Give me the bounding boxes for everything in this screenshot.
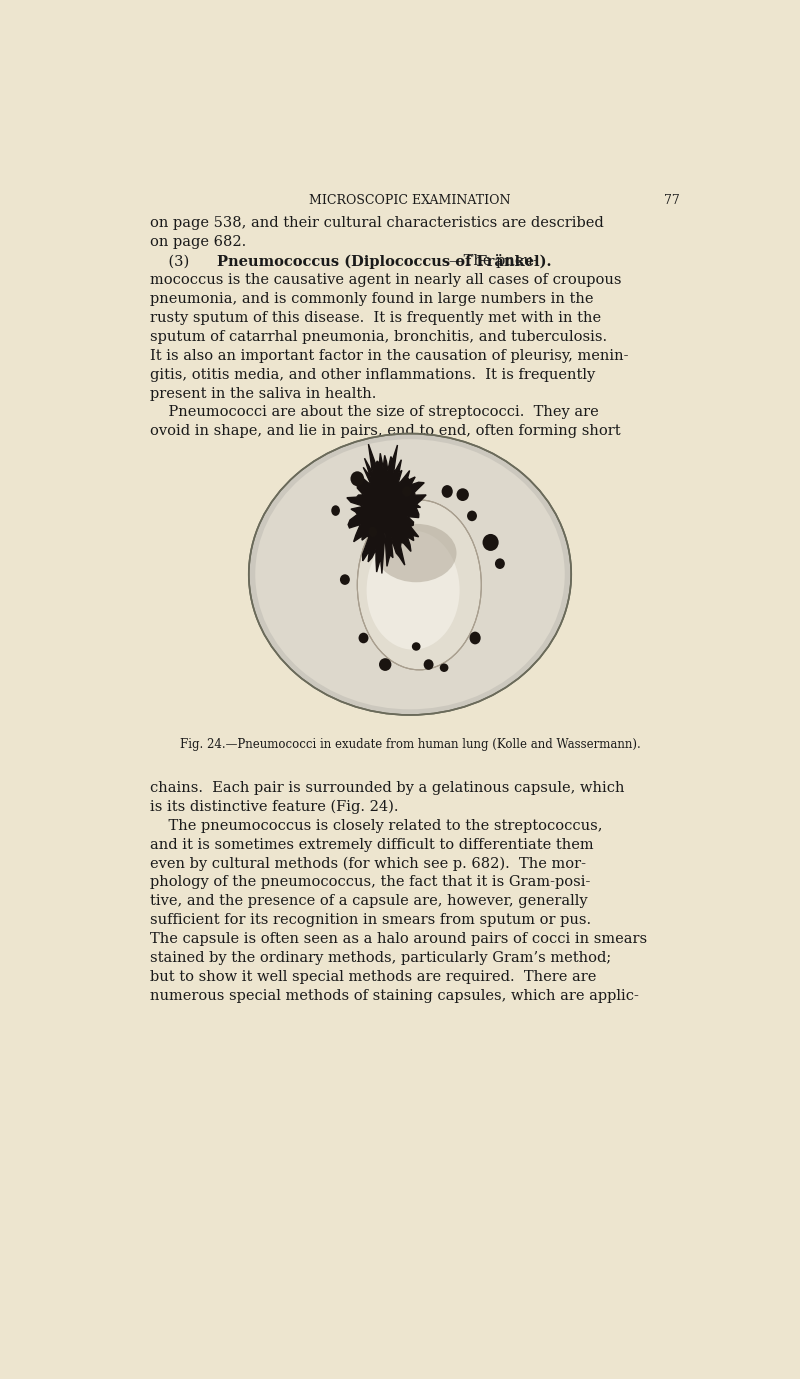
Text: sputum of catarrhal pneumonia, bronchitis, and tuberculosis.: sputum of catarrhal pneumonia, bronchiti… [150, 330, 606, 343]
Ellipse shape [424, 659, 434, 670]
Text: 77: 77 [664, 194, 680, 207]
Text: tive, and the presence of a capsule are, however, generally: tive, and the presence of a capsule are,… [150, 894, 587, 909]
Text: on page 682.: on page 682. [150, 236, 246, 250]
Text: The capsule is often seen as a halo around pairs of cocci in smears: The capsule is often seen as a halo arou… [150, 932, 646, 946]
Ellipse shape [470, 632, 481, 644]
Ellipse shape [440, 663, 449, 672]
Text: and it is sometimes extremely difficult to differentiate them: and it is sometimes extremely difficult … [150, 837, 594, 851]
Ellipse shape [331, 505, 340, 516]
Text: It is also an important factor in the causation of pleurisy, menin-: It is also an important factor in the ca… [150, 349, 628, 363]
Ellipse shape [467, 510, 477, 521]
Ellipse shape [402, 487, 412, 496]
Polygon shape [347, 444, 426, 574]
Ellipse shape [482, 534, 498, 552]
Text: —The pneu-: —The pneu- [449, 254, 538, 269]
Text: The pneumococcus is closely related to the streptococcus,: The pneumococcus is closely related to t… [150, 819, 602, 833]
Text: phology of the pneumococcus, the fact that it is Gram-posi-: phology of the pneumococcus, the fact th… [150, 876, 590, 889]
Text: (3): (3) [150, 254, 198, 269]
Text: pneumonia, and is commonly found in large numbers in the: pneumonia, and is commonly found in larg… [150, 292, 593, 306]
Text: stained by the ordinary methods, particularly Gram’s method;: stained by the ordinary methods, particu… [150, 952, 611, 965]
Text: on page 538, and their cultural characteristics are described: on page 538, and their cultural characte… [150, 217, 603, 230]
Ellipse shape [358, 501, 482, 670]
Text: Pneumococci are about the size of streptococci.  They are: Pneumococci are about the size of strept… [150, 405, 598, 419]
Text: Fig. 24.—Pneumococci in exudate from human lung (Kolle and Wassermann).: Fig. 24.—Pneumococci in exudate from hum… [180, 738, 640, 752]
Text: but to show it well special methods are required.  There are: but to show it well special methods are … [150, 969, 596, 983]
Ellipse shape [369, 527, 377, 538]
Ellipse shape [358, 633, 369, 644]
Ellipse shape [495, 558, 505, 570]
Ellipse shape [350, 472, 364, 487]
Text: ovoid in shape, and lie in pairs, end to end, often forming short: ovoid in shape, and lie in pairs, end to… [150, 425, 620, 439]
Text: MICROSCOPIC EXAMINATION: MICROSCOPIC EXAMINATION [310, 194, 510, 207]
Ellipse shape [379, 658, 391, 672]
Ellipse shape [340, 574, 350, 585]
Ellipse shape [412, 643, 421, 651]
Text: Pneumococcus (Diplococcus of Fränkel).: Pneumococcus (Diplococcus of Fränkel). [217, 254, 551, 269]
Text: sufficient for its recognition in smears from sputum or pus.: sufficient for its recognition in smears… [150, 913, 590, 927]
Text: gitis, otitis media, and other inflammations.  It is frequently: gitis, otitis media, and other inflammat… [150, 368, 595, 382]
Text: is its distinctive feature (Fig. 24).: is its distinctive feature (Fig. 24). [150, 800, 398, 814]
Ellipse shape [249, 433, 571, 714]
Ellipse shape [457, 488, 469, 501]
Ellipse shape [366, 531, 459, 650]
Text: numerous special methods of staining capsules, which are applic-: numerous special methods of staining cap… [150, 989, 638, 1003]
Text: even by cultural methods (for which see p. 682).  The mor-: even by cultural methods (for which see … [150, 856, 586, 870]
Ellipse shape [442, 485, 453, 498]
Ellipse shape [255, 440, 565, 709]
Text: chains.  Each pair is surrounded by a gelatinous capsule, which: chains. Each pair is surrounded by a gel… [150, 781, 624, 794]
Text: present in the saliva in health.: present in the saliva in health. [150, 386, 376, 400]
Ellipse shape [376, 524, 457, 582]
Text: rusty sputum of this disease.  It is frequently met with in the: rusty sputum of this disease. It is freq… [150, 310, 601, 325]
Text: mococcus is the causative agent in nearly all cases of croupous: mococcus is the causative agent in nearl… [150, 273, 621, 287]
